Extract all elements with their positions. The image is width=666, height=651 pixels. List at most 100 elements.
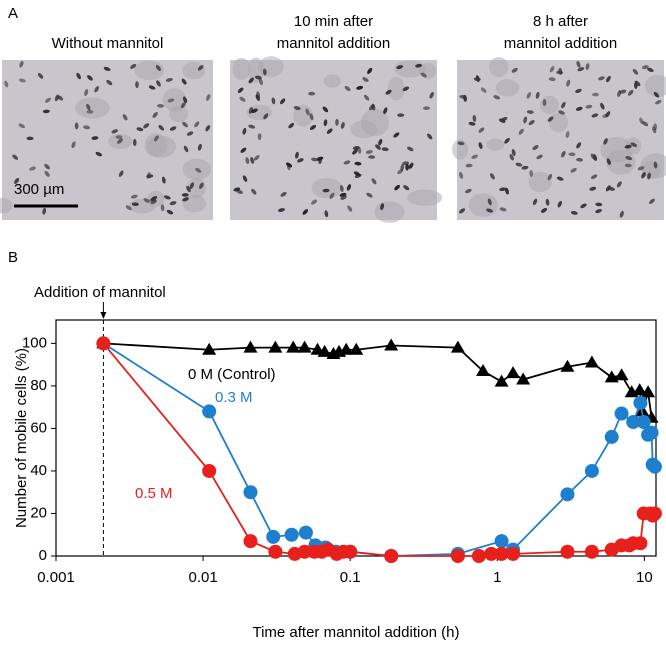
cell: [459, 171, 464, 179]
cell: [335, 118, 339, 126]
cell: [580, 203, 587, 209]
cell: [242, 127, 247, 135]
cell: [136, 127, 144, 132]
cell: [182, 197, 189, 202]
cell: [422, 106, 430, 110]
cell: [605, 111, 611, 118]
cell: [367, 67, 373, 74]
cell: [592, 92, 600, 97]
cell: [103, 66, 111, 72]
cell: [385, 89, 392, 95]
marker: [384, 338, 399, 351]
marker: [560, 544, 575, 559]
cell: [189, 182, 195, 189]
cell: [186, 185, 191, 193]
cell: [499, 187, 507, 192]
cell: [130, 63, 137, 69]
cell: [393, 132, 400, 138]
cell: [323, 119, 328, 127]
cell: [205, 125, 211, 132]
blur: [468, 193, 499, 217]
blur: [644, 74, 666, 97]
blur: [600, 136, 633, 163]
blur: [548, 112, 569, 133]
cell: [654, 99, 662, 105]
marker: [614, 406, 629, 421]
cell: [42, 109, 50, 114]
series-line: [103, 342, 653, 418]
cell: [600, 102, 605, 110]
cell: [366, 192, 373, 198]
cell: [515, 162, 523, 167]
blur: [387, 76, 405, 101]
cell: [182, 121, 188, 128]
cell: [394, 184, 400, 191]
cell: [271, 97, 276, 105]
cell: [125, 205, 132, 211]
cell: [565, 131, 570, 139]
marker: [506, 546, 521, 561]
cell: [180, 102, 186, 109]
blur: [495, 79, 520, 97]
cell: [429, 91, 434, 99]
marker: [516, 372, 531, 385]
cell: [652, 126, 657, 134]
cell: [595, 209, 602, 214]
cell: [74, 122, 79, 130]
cell: [397, 113, 405, 117]
cell: [420, 72, 427, 78]
cell: [115, 135, 123, 139]
marker: [286, 340, 301, 353]
y-tick-label: 60: [30, 419, 47, 436]
cell: [197, 143, 202, 151]
cell: [150, 199, 157, 205]
cell: [536, 154, 543, 160]
cell: [340, 122, 345, 129]
cell: [278, 208, 285, 212]
marker: [297, 544, 312, 559]
cell: [357, 146, 362, 154]
blur: [539, 95, 559, 115]
cell: [500, 116, 508, 122]
cell: [153, 135, 159, 142]
y-tick-label: 80: [30, 377, 47, 394]
cell: [91, 136, 99, 140]
blur: [311, 177, 343, 199]
cell: [160, 204, 165, 212]
cell: [590, 153, 596, 160]
marker: [243, 534, 258, 549]
cell: [606, 75, 611, 83]
cell: [353, 171, 361, 177]
cell: [19, 60, 24, 68]
cell: [511, 67, 518, 73]
series-line: [102, 342, 656, 557]
cell: [111, 129, 119, 134]
cell: [237, 87, 244, 94]
x-tick-label: 0.01: [188, 569, 217, 586]
cell: [403, 185, 410, 191]
cell: [195, 167, 202, 173]
cell: [263, 113, 269, 120]
cell: [199, 182, 204, 189]
cell: [576, 157, 584, 162]
marker: [339, 342, 354, 355]
marker: [297, 340, 312, 353]
cell: [616, 181, 622, 188]
cell: [163, 195, 171, 200]
cell: [356, 85, 364, 90]
cell: [504, 187, 509, 195]
cell: [297, 158, 304, 163]
cell: [595, 202, 603, 207]
cell: [603, 138, 608, 145]
cell: [169, 201, 177, 206]
cell: [135, 81, 139, 89]
marker: [641, 385, 656, 398]
cell: [280, 98, 286, 105]
cell: [150, 196, 158, 201]
cell: [486, 208, 493, 213]
cell: [463, 94, 467, 102]
cell: [322, 106, 329, 113]
plot-frame: [55, 319, 657, 557]
cell: [248, 77, 254, 84]
cell: [311, 199, 318, 205]
